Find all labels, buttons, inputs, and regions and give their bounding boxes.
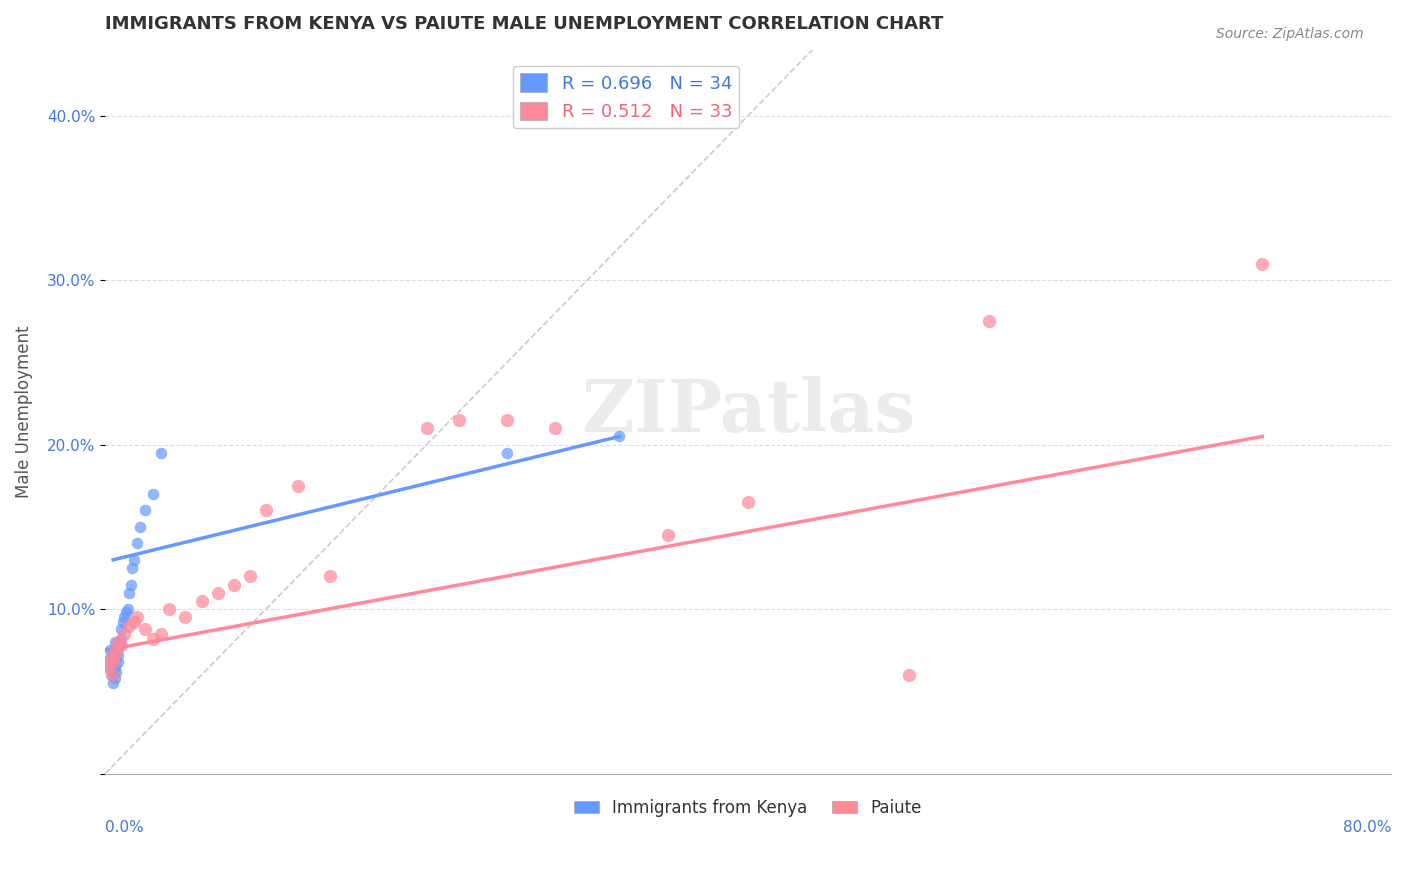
Point <box>129 520 152 534</box>
Text: Source: ZipAtlas.com: Source: ZipAtlas.com <box>1216 27 1364 41</box>
Point <box>100 668 122 682</box>
Point <box>107 655 129 669</box>
Point <box>150 627 173 641</box>
Point <box>118 585 141 599</box>
Point <box>108 639 131 653</box>
Point <box>979 314 1001 328</box>
Point <box>107 635 129 649</box>
Point <box>127 536 149 550</box>
Point <box>104 635 127 649</box>
Point <box>101 676 124 690</box>
Point <box>110 632 132 646</box>
Point <box>101 665 124 679</box>
Point <box>105 651 128 665</box>
Point <box>122 553 145 567</box>
Text: 80.0%: 80.0% <box>1343 820 1391 835</box>
Point <box>104 659 127 673</box>
Point <box>100 668 122 682</box>
Point <box>112 610 135 624</box>
Point <box>97 659 120 673</box>
Point <box>120 577 142 591</box>
Point <box>107 648 129 663</box>
Text: IMMIGRANTS FROM KENYA VS PAIUTE MALE UNEMPLOYMENT CORRELATION CHART: IMMIGRANTS FROM KENYA VS PAIUTE MALE UNE… <box>105 15 943 33</box>
Point <box>115 606 138 620</box>
Point <box>737 495 759 509</box>
Point <box>105 665 128 679</box>
Legend: Immigrants from Kenya, Paiute: Immigrants from Kenya, Paiute <box>567 792 929 823</box>
Point <box>100 655 122 669</box>
Point <box>496 413 519 427</box>
Point <box>142 487 165 501</box>
Point <box>157 602 180 616</box>
Point <box>496 446 519 460</box>
Point <box>112 627 135 641</box>
Point <box>222 577 245 591</box>
Point <box>447 413 470 427</box>
Text: 0.0%: 0.0% <box>105 820 143 835</box>
Point <box>657 528 679 542</box>
Point <box>110 622 132 636</box>
Point <box>105 643 128 657</box>
Point <box>544 421 567 435</box>
Point <box>98 651 121 665</box>
Point <box>101 655 124 669</box>
Point <box>118 618 141 632</box>
Point <box>98 643 121 657</box>
Text: ZIPatlas: ZIPatlas <box>581 376 915 447</box>
Point <box>415 421 437 435</box>
Point <box>142 632 165 646</box>
Point <box>104 648 127 663</box>
Point <box>122 615 145 630</box>
Point <box>897 668 920 682</box>
Point <box>609 429 631 443</box>
Point <box>287 479 309 493</box>
Point <box>121 561 143 575</box>
Point <box>190 594 212 608</box>
Point <box>1251 257 1274 271</box>
Point <box>174 610 197 624</box>
Point <box>110 639 132 653</box>
Point <box>134 503 156 517</box>
Point <box>97 659 120 673</box>
Point <box>117 602 139 616</box>
Point <box>150 446 173 460</box>
Point <box>207 585 229 599</box>
Point <box>319 569 342 583</box>
Point <box>98 651 121 665</box>
Point <box>127 610 149 624</box>
Point <box>239 569 262 583</box>
Point <box>105 643 128 657</box>
Y-axis label: Male Unemployment: Male Unemployment <box>15 326 32 498</box>
Point <box>134 622 156 636</box>
Point <box>101 648 124 663</box>
Point <box>111 615 134 630</box>
Point <box>104 671 127 685</box>
Point <box>254 503 277 517</box>
